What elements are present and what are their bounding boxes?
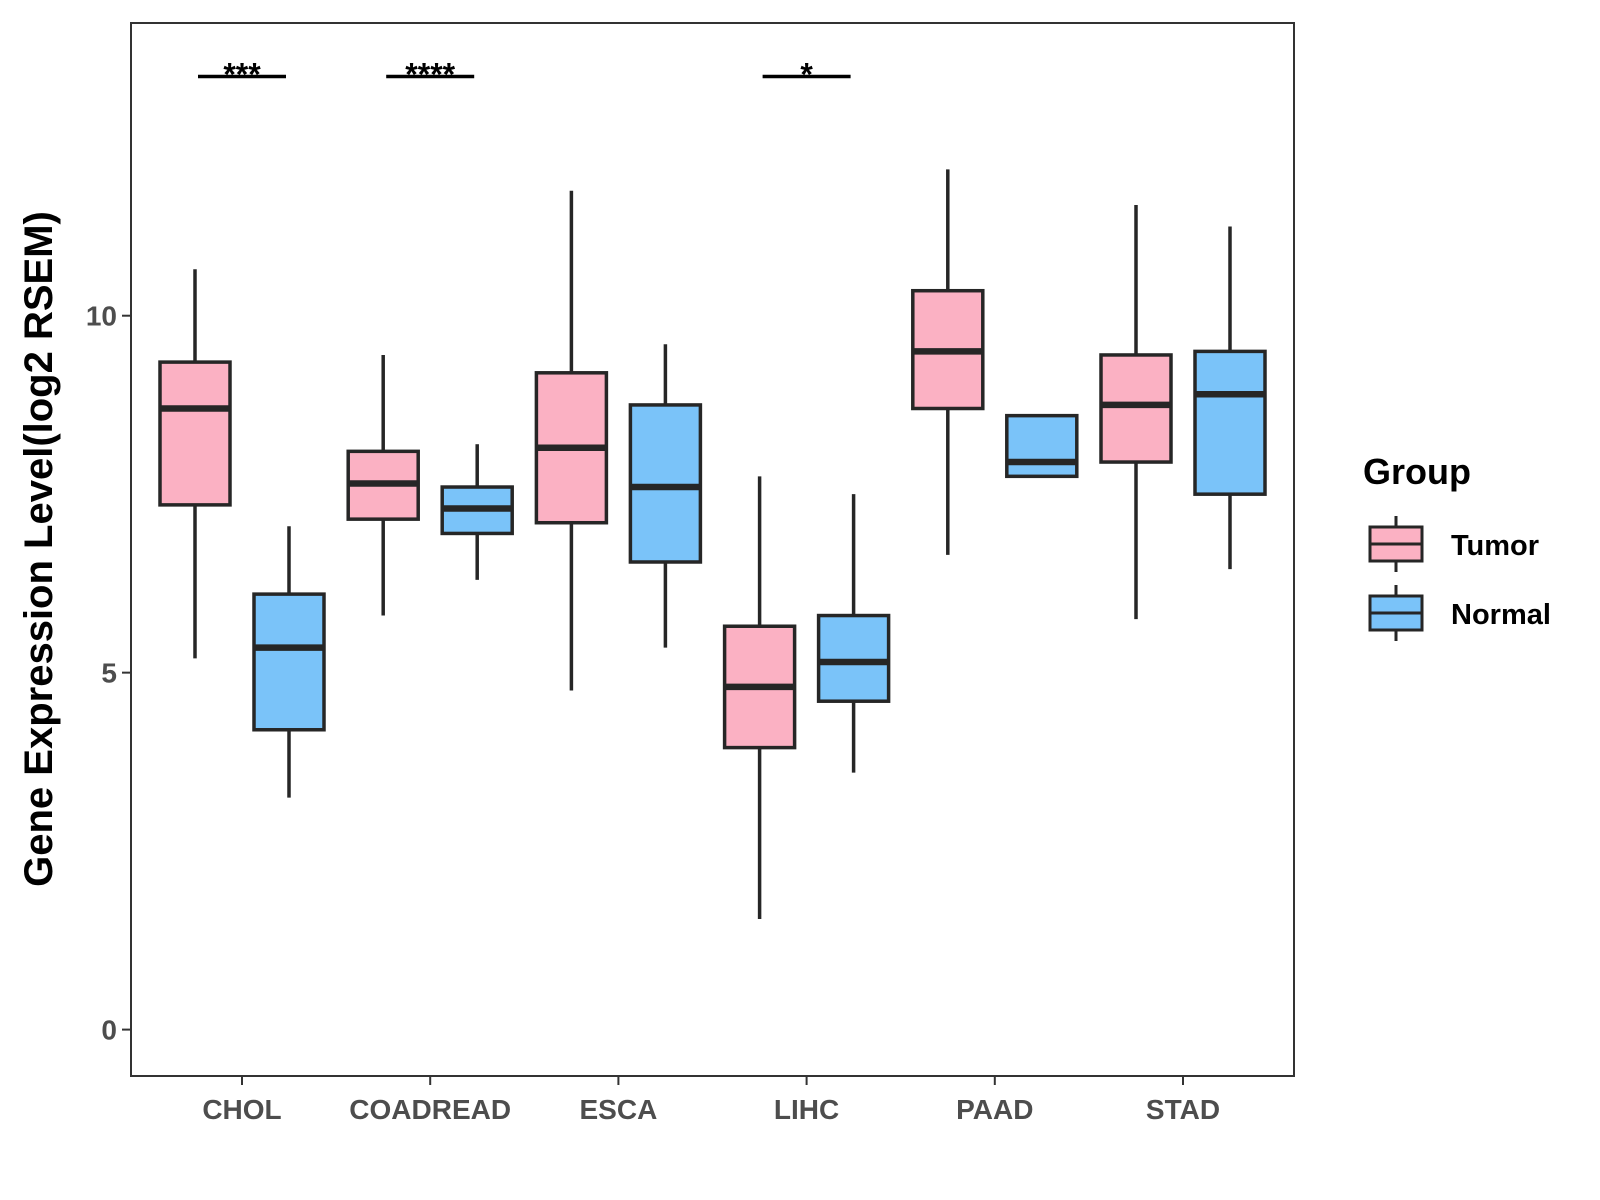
panel-border — [130, 22, 1295, 1077]
significance-label: * — [800, 57, 813, 93]
y-axis-title: Gene Expression Level(log2 RSEM) — [17, 211, 61, 887]
box-body — [158, 360, 232, 507]
box-chol-tumor — [158, 269, 232, 659]
legend-label-normal: Normal — [1451, 599, 1551, 631]
box-stad-normal — [1193, 226, 1267, 570]
box-lihc-normal — [816, 494, 891, 773]
significance-coadread: **** — [386, 57, 475, 93]
box-chol-normal — [252, 526, 326, 798]
box-body — [816, 613, 891, 703]
box-stad-tumor — [1099, 205, 1173, 620]
significance-chol: *** — [198, 57, 286, 93]
x-tick-label-coadread: COADREAD — [349, 1094, 511, 1125]
axes: 0 5 10 CHOL COADREAD ESCA LIHC PAAD STAD — [86, 301, 1220, 1125]
x-tick-label-stad: STAD — [1146, 1094, 1220, 1125]
box-esca-tumor — [534, 190, 609, 691]
box-body — [1099, 353, 1173, 464]
x-tick-label-esca: ESCA — [580, 1094, 658, 1125]
box-body — [252, 592, 326, 732]
x-tick-label-lihc: LIHC — [774, 1094, 839, 1125]
legend-key-tumor — [1368, 516, 1424, 572]
significance-label: **** — [405, 57, 455, 93]
x-tick-label-paad: PAAD — [956, 1094, 1033, 1125]
plot-area: *** **** * — [158, 57, 1267, 919]
legend-key-normal — [1368, 585, 1424, 641]
box-esca-normal — [628, 344, 703, 648]
box-body — [628, 403, 703, 564]
significance-lihc: * — [762, 57, 851, 93]
box-lihc-tumor — [722, 476, 797, 919]
legend: Group Tumor Normal — [1363, 451, 1551, 641]
significance-label: *** — [223, 57, 261, 93]
box-body — [1193, 349, 1267, 496]
y-tick-label: 5 — [101, 658, 117, 689]
x-tick-label-chol: CHOL — [202, 1094, 281, 1125]
legend-title: Group — [1363, 451, 1471, 492]
box-body — [1005, 413, 1079, 479]
box-paad-tumor — [911, 169, 985, 555]
y-tick-label: 0 — [101, 1015, 117, 1046]
box-paad-normal — [1005, 413, 1079, 479]
y-tick-label: 10 — [86, 301, 117, 332]
legend-label-tumor: Tumor — [1451, 530, 1539, 562]
box-coadread-tumor — [346, 354, 420, 616]
box-coadread-normal — [440, 444, 514, 580]
